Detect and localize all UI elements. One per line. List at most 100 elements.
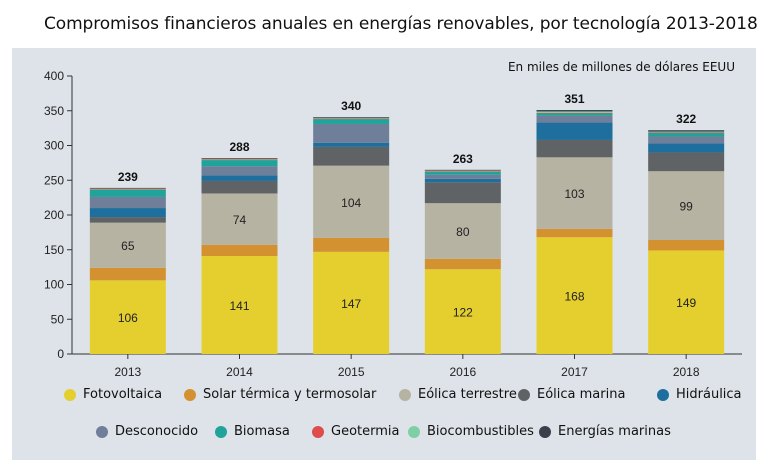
legend-swatch <box>184 388 196 401</box>
legend-item: Eólica terrestre <box>399 387 517 402</box>
legend-swatch <box>657 388 669 401</box>
total-label: 263 <box>453 152 473 166</box>
bar-segment <box>313 237 390 252</box>
data-label: 74 <box>233 213 247 227</box>
bar-segment <box>424 171 501 175</box>
legend-swatch <box>539 425 551 438</box>
legend-item: Biomasa <box>215 424 290 439</box>
data-label: 104 <box>341 196 361 210</box>
bar-segment <box>89 196 166 209</box>
bar-segment <box>424 178 501 183</box>
data-label: 103 <box>564 187 584 201</box>
bar-segment <box>313 118 390 120</box>
legend-swatch <box>399 388 411 401</box>
bar-segment <box>536 111 613 113</box>
bar-segment <box>201 175 278 181</box>
bar-segment <box>313 251 390 354</box>
data-label: 106 <box>118 311 138 325</box>
legend-swatch <box>96 425 108 438</box>
legend-label: Energías marinas <box>558 424 671 439</box>
legend-item: Fotovoltaica <box>64 387 162 402</box>
legend-label: Hidráulica <box>676 387 742 402</box>
bar-segment <box>313 117 390 118</box>
bar-segment <box>89 280 166 354</box>
bar-segment <box>89 208 166 218</box>
bar-segment <box>201 159 278 161</box>
legend-swatch <box>312 425 324 438</box>
bar-segment <box>313 146 390 166</box>
legend-swatch <box>215 425 227 438</box>
x-tick-label: 2014 <box>226 365 253 379</box>
bar-segment <box>536 110 613 112</box>
bar-segment <box>201 160 278 167</box>
bar-segment <box>201 180 278 194</box>
bar-segment <box>89 267 166 281</box>
legend-label: Biomasa <box>234 424 290 439</box>
bar-segment <box>536 237 613 354</box>
bar-segment <box>536 113 613 116</box>
bar-segment <box>424 169 501 171</box>
bar-segment <box>648 143 725 153</box>
data-label: 168 <box>564 290 584 304</box>
bar-segment <box>536 139 613 158</box>
y-tick-label: 300 <box>44 139 64 153</box>
bar-segment <box>313 117 390 119</box>
legend-label: Eólica terrestre <box>418 387 517 402</box>
total-label: 340 <box>341 99 361 113</box>
bar-segment <box>313 142 390 147</box>
bar-segment <box>424 170 501 172</box>
legend-item: Biocombustibles <box>408 424 534 439</box>
legend-swatch <box>518 388 530 401</box>
data-label: 149 <box>676 296 696 310</box>
y-tick-label: 50 <box>51 312 65 326</box>
bar-segment <box>648 136 725 144</box>
bar-segment <box>201 256 278 354</box>
legend-label: Biocombustibles <box>427 424 534 439</box>
bar-segment <box>201 158 278 159</box>
y-tick-label: 400 <box>44 69 64 83</box>
bar-segment <box>648 131 725 133</box>
bar-segment <box>89 189 166 197</box>
bar-segment <box>424 174 501 179</box>
data-label: 122 <box>453 306 473 320</box>
x-tick-label: 2018 <box>673 365 700 379</box>
data-label: 141 <box>229 299 249 313</box>
legend-item: Geotermia <box>312 424 399 439</box>
bar-segment <box>648 152 725 172</box>
total-label: 239 <box>118 170 138 184</box>
total-label: 288 <box>229 140 249 154</box>
bar-segment <box>648 171 725 241</box>
y-tick-label: 0 <box>57 347 64 361</box>
legend-label: Solar térmica y termosolar <box>203 387 377 402</box>
y-tick-label: 200 <box>44 208 64 222</box>
legend-swatch <box>408 425 420 438</box>
legend-swatch <box>64 388 76 401</box>
bar-segment <box>201 193 278 245</box>
data-label: 80 <box>456 225 470 239</box>
legend-item: Hidráulica <box>657 387 742 402</box>
data-label: 99 <box>679 200 693 214</box>
bar-segment <box>648 130 725 132</box>
bar-segment <box>536 157 613 229</box>
bar-segment <box>89 187 166 189</box>
bar-segment <box>89 222 166 268</box>
bar-segment <box>648 132 725 133</box>
bar-segment <box>313 119 390 124</box>
bar-segment <box>536 122 613 140</box>
total-label: 351 <box>564 92 584 106</box>
bar-segment <box>424 203 501 259</box>
legend-label: Fotovoltaica <box>83 387 163 402</box>
legend-label: Eólica marina <box>537 387 626 402</box>
total-label: 322 <box>676 112 696 126</box>
bar-segment <box>536 228 613 238</box>
bar-segment <box>424 258 501 270</box>
legend-item: Energías marinas <box>539 424 671 439</box>
x-tick-label: 2017 <box>561 365 588 379</box>
data-label: 147 <box>341 297 361 311</box>
bar-segment <box>536 115 613 123</box>
legend-item: Eólica marina <box>518 387 625 402</box>
x-tick-label: 2013 <box>114 365 141 379</box>
legend-label: Desconocido <box>115 424 199 439</box>
bar-segment <box>648 250 725 354</box>
